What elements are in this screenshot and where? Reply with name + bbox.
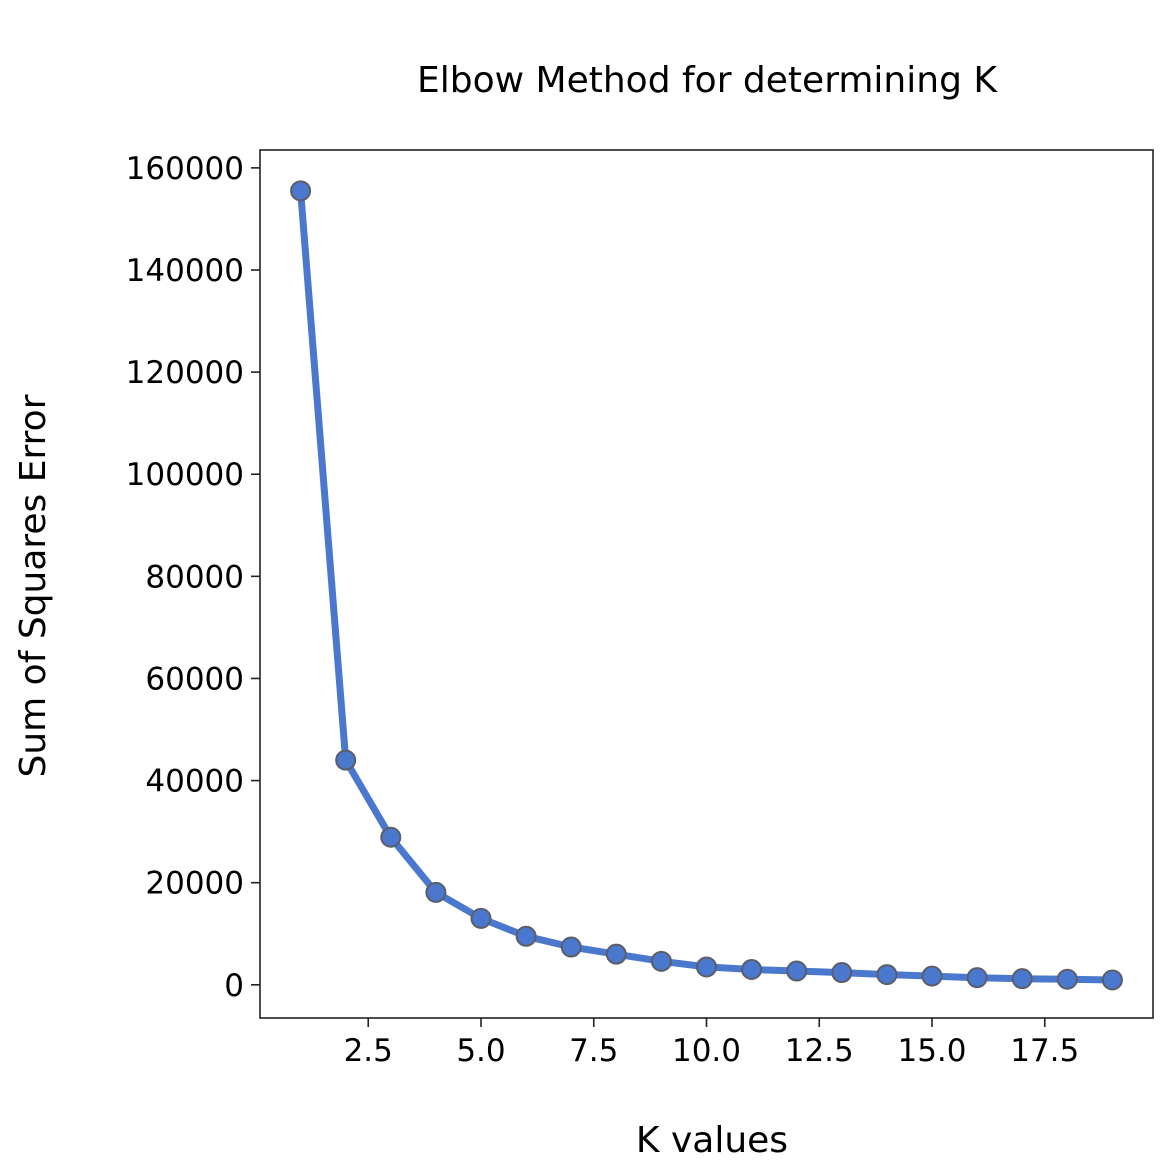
x-tick-label: 5.0	[456, 1033, 505, 1069]
x-tick-label: 10.0	[672, 1033, 741, 1069]
x-tick-label: 17.5	[1010, 1033, 1079, 1069]
x-axis-label: K values	[636, 1120, 788, 1161]
x-axis: 2.5 5.0 7.5 10.0 12.5 15.0 17.5	[344, 1018, 1079, 1069]
data-point	[290, 180, 312, 202]
y-tick-label: 140000	[126, 253, 244, 289]
data-point	[605, 943, 627, 965]
data-point	[380, 826, 402, 848]
x-tick-label: 7.5	[569, 1033, 618, 1069]
sse-series-line	[297, 187, 1116, 984]
data-point	[470, 907, 492, 929]
chart-title: Elbow Method for determining K	[417, 60, 998, 101]
data-point	[335, 749, 357, 771]
data-point	[515, 925, 537, 947]
y-tick-label: 160000	[126, 151, 244, 187]
y-tick-label: 100000	[126, 457, 244, 493]
y-axis: 0 20000 40000 60000 80000 100000 120000 140000 1…	[126, 151, 260, 1004]
data-point	[741, 958, 763, 980]
data-point	[1056, 968, 1078, 990]
y-tick-label: 20000	[145, 866, 244, 902]
data-point	[425, 881, 447, 903]
y-tick-label: 40000	[145, 764, 244, 800]
plot-frame	[259, 149, 1154, 1019]
data-point	[786, 960, 808, 982]
y-tick-label: 60000	[145, 661, 244, 697]
sse-series-points	[290, 180, 1123, 991]
data-point	[1101, 969, 1123, 991]
data-point	[560, 936, 582, 958]
data-point	[876, 964, 898, 986]
y-axis-label: Sum of Squares Error	[13, 394, 54, 777]
y-tick-label: 0	[224, 968, 244, 1004]
data-point	[831, 962, 853, 984]
x-tick-label: 2.5	[344, 1033, 393, 1069]
data-point	[966, 967, 988, 989]
y-tick-label: 80000	[145, 559, 244, 595]
x-tick-label: 15.0	[897, 1033, 966, 1069]
data-point	[650, 950, 672, 972]
y-tick-label: 120000	[126, 355, 244, 391]
x-tick-label: 12.5	[785, 1033, 854, 1069]
data-point	[696, 956, 717, 978]
data-point	[1011, 968, 1033, 990]
data-point	[921, 965, 943, 987]
